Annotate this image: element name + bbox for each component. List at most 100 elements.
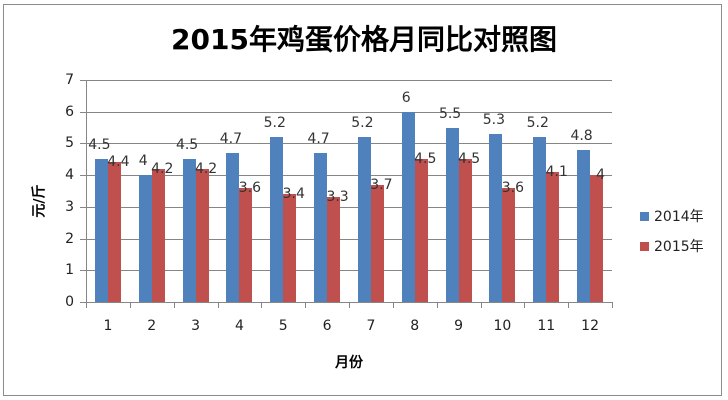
- x-tick-label: 8: [410, 318, 420, 334]
- x-axis-title: 月份: [335, 355, 363, 371]
- y-tick-label: 0: [65, 294, 74, 310]
- data-label: 3.6: [238, 179, 262, 196]
- bar-2015年-3: [195, 168, 209, 302]
- x-tick-label: 11: [537, 318, 556, 334]
- legend: 2014年 2015年: [640, 201, 704, 261]
- data-label: 4.5: [175, 137, 199, 154]
- y-tick-label: 3: [65, 198, 74, 215]
- x-tick-mark: [524, 302, 526, 308]
- data-label: 5.2: [351, 115, 374, 132]
- bar-2015年-1: [107, 162, 121, 302]
- x-tick-mark: [612, 302, 613, 308]
- data-label: 4.5: [457, 151, 481, 168]
- bar-2014年-8: [401, 111, 415, 302]
- plot-area: [86, 80, 612, 302]
- bar-2014年-6: [314, 152, 328, 302]
- x-tick-mark: [217, 302, 219, 308]
- y-tick-label: 2: [65, 230, 74, 247]
- data-label: 4.4: [107, 154, 130, 171]
- data-label: 4.8: [570, 127, 593, 144]
- data-label: 4.1: [545, 163, 568, 180]
- x-tick-label: 7: [366, 318, 376, 334]
- y-tick-mark: [80, 111, 86, 113]
- data-label: 3.6: [501, 179, 525, 196]
- x-tick-label: 6: [322, 318, 332, 334]
- bar-2014年-11: [533, 137, 547, 302]
- bar-2014年-4: [226, 152, 240, 302]
- y-tick-mark: [80, 270, 86, 272]
- y-tick-label: 5: [65, 135, 74, 152]
- legend-label: 2014年: [654, 209, 704, 225]
- x-tick-label: 1: [103, 318, 113, 334]
- x-tick-label: 5: [278, 318, 288, 334]
- x-tick-mark: [480, 302, 482, 308]
- gridline: [86, 270, 612, 272]
- y-tick-label: 7: [65, 72, 74, 88]
- y-tick-mark: [80, 143, 86, 145]
- x-tick-label: 10: [493, 318, 512, 334]
- chart-title: 2015年鸡蛋价格月同比对照图: [171, 23, 557, 56]
- data-label: 4: [596, 167, 606, 184]
- bar-2014年-1: [94, 159, 108, 302]
- gridline: [86, 206, 612, 208]
- data-label: 4.7: [219, 130, 243, 147]
- bar-2014年-12: [577, 149, 591, 302]
- x-tick-mark: [173, 302, 175, 308]
- y-tick-label: 1: [65, 262, 74, 279]
- bar-2015年-5: [283, 194, 297, 302]
- data-label: 4.2: [194, 160, 218, 177]
- data-label: 3.4: [282, 186, 305, 203]
- data-label: 4.7: [307, 130, 330, 147]
- bar-2014年-7: [357, 137, 371, 302]
- data-label: 4.5: [88, 137, 111, 154]
- y-tick-label: 4: [65, 167, 74, 184]
- x-tick-mark: [261, 302, 263, 308]
- legend-item: 2015年: [640, 231, 704, 261]
- legend-item: 2014年: [640, 201, 704, 231]
- bar-2015年-2: [151, 168, 165, 302]
- gridline: [86, 80, 612, 81]
- x-tick-label: 9: [454, 318, 464, 334]
- y-axis-title: 元/斤: [31, 184, 48, 218]
- bar-2014年-10: [489, 133, 503, 302]
- data-label: 5.2: [263, 115, 286, 132]
- x-tick-label: 4: [234, 318, 244, 334]
- data-label: 6: [401, 89, 411, 106]
- y-tick-mark: [80, 175, 86, 177]
- bar-2014年-5: [270, 137, 284, 302]
- x-tick-label: 2: [147, 318, 157, 334]
- data-label: 4.5: [414, 151, 437, 168]
- bar-2015年-11: [546, 171, 560, 302]
- y-tick-mark: [80, 206, 86, 208]
- x-tick-mark: [349, 302, 350, 308]
- bar-2015年-8: [414, 159, 428, 302]
- bar-2015年-12: [590, 175, 604, 302]
- x-tick-mark: [392, 302, 394, 308]
- bar-2015年-7: [370, 184, 384, 302]
- x-tick-label: 12: [581, 318, 599, 334]
- x-tick-mark: [86, 302, 87, 308]
- y-tick-mark: [80, 302, 86, 303]
- data-label: 4: [138, 153, 148, 170]
- legend-swatch-icon: [640, 241, 649, 251]
- gridline: [86, 111, 612, 113]
- data-label: 5.5: [438, 105, 462, 122]
- x-tick-mark: [305, 302, 307, 308]
- gridline: [86, 175, 612, 177]
- y-tick-mark: [80, 80, 86, 81]
- bar-2014年-9: [445, 127, 459, 302]
- data-label: 4.2: [151, 160, 174, 177]
- bar-2015年-10: [502, 187, 516, 302]
- gridline: [86, 238, 612, 240]
- x-tick-label: 3: [191, 318, 201, 334]
- y-tick-mark: [80, 238, 86, 240]
- bar-2015年-9: [458, 159, 472, 302]
- x-tick-mark: [568, 302, 570, 308]
- y-axis-line: [86, 80, 87, 302]
- bar-2015年-4: [239, 187, 253, 302]
- data-label: 3.3: [326, 189, 349, 206]
- data-label: 5.2: [526, 115, 549, 132]
- gridline: [86, 143, 612, 145]
- x-tick-mark: [436, 302, 438, 308]
- data-label: 5.3: [482, 111, 506, 128]
